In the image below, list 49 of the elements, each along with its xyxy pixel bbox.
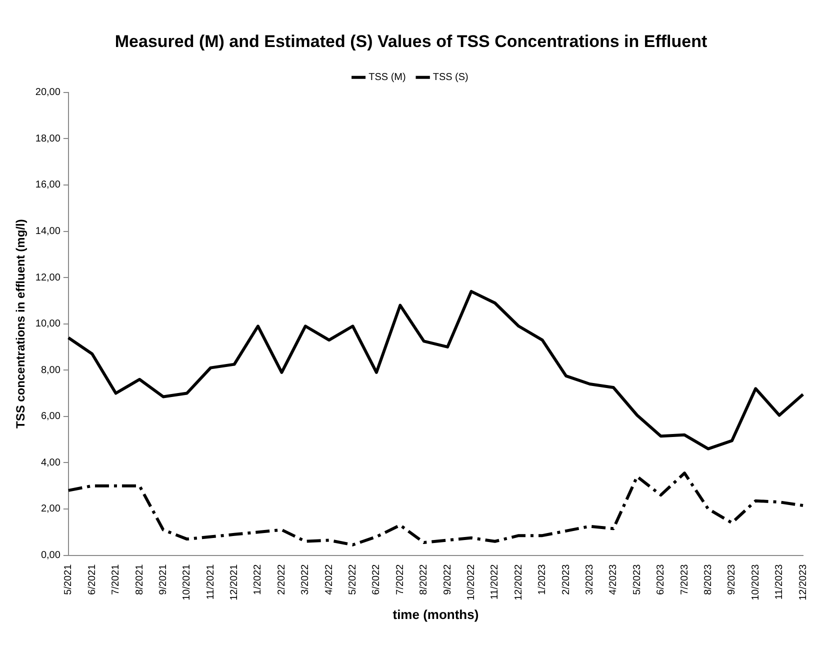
x-tick-label: 3/2023 (584, 564, 596, 595)
x-tick-label: 12/2021 (229, 564, 240, 600)
x-tick-label: 4/2022 (324, 564, 335, 595)
x-tick-label: 3/2022 (300, 564, 312, 595)
y-axis-title: TSS concentrations in effluent (mg/l) (14, 219, 28, 428)
x-tick-label: 8/2022 (418, 564, 430, 595)
y-tick-label: 6,00 (40, 411, 61, 422)
x-tick-label: 6/2021 (86, 564, 98, 595)
x-tick-label: 11/2021 (205, 564, 216, 600)
x-tick-label: 7/2021 (110, 564, 122, 595)
x-tick-label: 9/2021 (158, 564, 169, 595)
x-tick-label: 5/2022 (348, 564, 359, 595)
x-tick-label: 2/2023 (560, 564, 572, 595)
x-tick-label: 10/2022 (466, 564, 478, 600)
line-series (66, 472, 804, 546)
x-tick-label: 8/2023 (702, 564, 714, 595)
y-tick-label: 12,00 (35, 272, 61, 284)
x-tick-label: 2/2022 (276, 564, 288, 595)
y-tick-label: 4,00 (40, 457, 61, 468)
y-tick-label: 8,00 (40, 364, 61, 376)
x-tick-label: 9/2023 (726, 564, 738, 595)
x-tick-label: 10/2023 (750, 564, 762, 600)
x-tick-label: 9/2022 (442, 564, 454, 595)
x-tick-label: 8/2021 (134, 564, 146, 595)
x-tick-label: 1/2023 (537, 564, 548, 595)
x-tick-label: 7/2022 (394, 564, 406, 595)
x-tick-label: 6/2022 (371, 564, 382, 595)
x-axis-title: time (months) (392, 606, 479, 622)
x-tick-label: 10/2021 (182, 564, 193, 600)
x-tick-label: 12/2022 (513, 564, 524, 600)
x-tick-label: 6/2023 (656, 564, 667, 595)
y-tick-label: 14,00 (35, 226, 61, 238)
legend-label: TSS (S) (432, 72, 468, 84)
x-tick-label: 11/2022 (490, 564, 501, 600)
x-tick-label: 5/2021 (63, 564, 74, 595)
legend-label: TSS (M) (368, 72, 406, 84)
y-tick-label: 10,00 (35, 318, 61, 330)
x-tick-label: 12/2023 (798, 564, 809, 600)
y-tick-label: 20,00 (35, 87, 61, 98)
x-tick-label: 1/2022 (252, 564, 264, 595)
x-tick-label: 4/2023 (608, 564, 620, 595)
x-tick-label: 11/2023 (774, 564, 786, 600)
y-tick-label: 16,00 (35, 180, 61, 191)
x-tick-label: 7/2023 (679, 564, 690, 595)
chart-title: Measured (M) and Estimated (S) Values of TSS Concentrations in Effluent (114, 32, 708, 51)
y-tick-label: 18,00 (35, 133, 61, 144)
y-tick-label: 2,00 (40, 504, 61, 515)
x-tick-label: 5/2023 (632, 564, 643, 595)
y-tick-label: 0,00 (40, 550, 61, 562)
